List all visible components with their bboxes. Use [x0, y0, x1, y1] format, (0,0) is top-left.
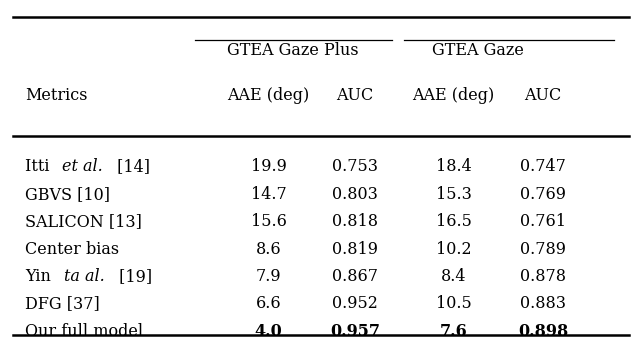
- Text: 0.957: 0.957: [330, 323, 380, 340]
- Text: 7.9: 7.9: [256, 268, 281, 285]
- Text: 10.2: 10.2: [436, 242, 471, 258]
- Text: GTEA Gaze: GTEA Gaze: [432, 42, 524, 59]
- Text: GTEA Gaze Plus: GTEA Gaze Plus: [227, 42, 359, 59]
- Text: Our full model: Our full model: [25, 323, 143, 340]
- Text: DFG [37]: DFG [37]: [25, 295, 100, 312]
- Text: 15.6: 15.6: [250, 213, 286, 230]
- Text: 14.7: 14.7: [251, 186, 286, 203]
- Text: 19.9: 19.9: [250, 158, 286, 174]
- Text: 8.6: 8.6: [256, 242, 281, 258]
- Text: 0.819: 0.819: [332, 242, 378, 258]
- Text: AUC: AUC: [525, 87, 562, 104]
- Text: 6.6: 6.6: [256, 295, 281, 312]
- Text: AUC: AUC: [336, 87, 374, 104]
- Text: 8.4: 8.4: [441, 268, 466, 285]
- Text: [19]: [19]: [114, 268, 152, 285]
- Text: [14]: [14]: [112, 158, 150, 174]
- Text: AAE (deg): AAE (deg): [227, 87, 309, 104]
- Text: Yin: Yin: [25, 268, 56, 285]
- Text: 0.789: 0.789: [520, 242, 566, 258]
- Text: 10.5: 10.5: [436, 295, 471, 312]
- Text: 0.803: 0.803: [332, 186, 378, 203]
- Text: GBVS [10]: GBVS [10]: [25, 186, 110, 203]
- Text: 0.747: 0.747: [520, 158, 566, 174]
- Text: Metrics: Metrics: [25, 87, 88, 104]
- Text: 0.761: 0.761: [520, 213, 566, 230]
- Text: 4.0: 4.0: [255, 323, 282, 340]
- Text: 0.867: 0.867: [332, 268, 378, 285]
- Text: 0.769: 0.769: [520, 186, 566, 203]
- Text: SALICON [13]: SALICON [13]: [25, 213, 142, 230]
- Text: 0.883: 0.883: [520, 295, 566, 312]
- Text: 0.818: 0.818: [332, 213, 378, 230]
- Text: 16.5: 16.5: [435, 213, 471, 230]
- Text: 0.898: 0.898: [517, 323, 568, 340]
- Text: 0.952: 0.952: [332, 295, 378, 312]
- Text: et al.: et al.: [62, 158, 103, 174]
- Text: 15.3: 15.3: [435, 186, 471, 203]
- Text: 18.4: 18.4: [436, 158, 471, 174]
- Text: Center bias: Center bias: [25, 242, 119, 258]
- Text: ta al.: ta al.: [64, 268, 104, 285]
- Text: Itti: Itti: [25, 158, 55, 174]
- Text: 0.878: 0.878: [520, 268, 566, 285]
- Text: AAE (deg): AAE (deg): [412, 87, 494, 104]
- Text: 0.753: 0.753: [332, 158, 378, 174]
- Text: 7.6: 7.6: [440, 323, 467, 340]
